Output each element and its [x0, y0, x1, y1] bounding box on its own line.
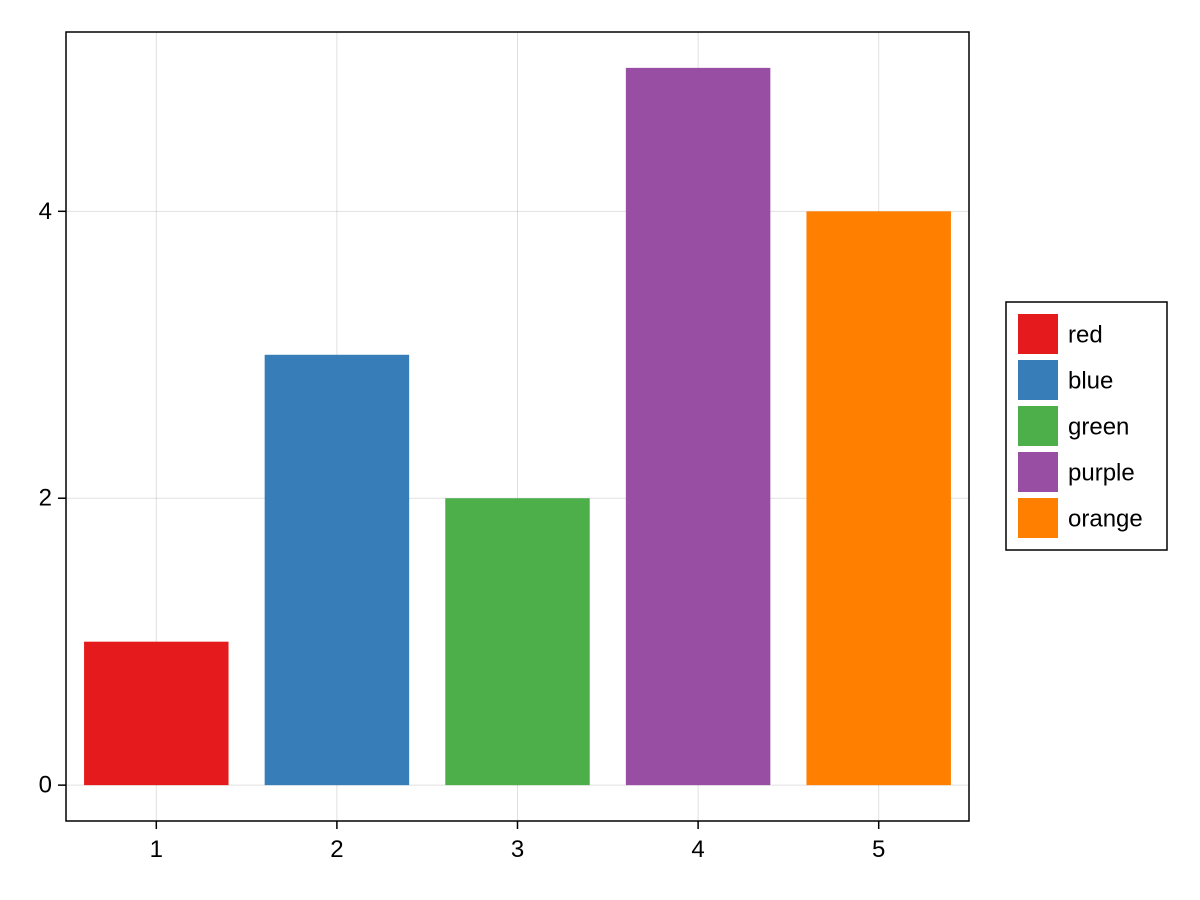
- y-tick-label: 4: [39, 198, 52, 225]
- y-tick-label: 2: [39, 485, 52, 512]
- x-tick-label: 2: [330, 836, 343, 863]
- legend-swatch-blue: [1018, 360, 1058, 400]
- x-tick-label: 5: [872, 836, 885, 863]
- y-tick-label: 0: [39, 772, 52, 799]
- legend-swatch-orange: [1018, 498, 1058, 538]
- legend-swatch-red: [1018, 314, 1058, 354]
- bars-group: [84, 67, 951, 786]
- legend-swatch-purple: [1018, 452, 1058, 492]
- legend-label-red: red: [1068, 322, 1103, 349]
- legend-label-orange: orange: [1068, 506, 1143, 533]
- x-axis: 1 2 3 4 5: [150, 821, 885, 863]
- bar-purple: [625, 67, 771, 786]
- legend-label-blue: blue: [1068, 368, 1113, 395]
- x-tick-label: 4: [691, 836, 704, 863]
- bar-red: [84, 641, 229, 786]
- x-tick-label: 1: [150, 836, 163, 863]
- x-tick-label: 3: [511, 836, 524, 863]
- legend-swatch-green: [1018, 406, 1058, 446]
- bar-blue: [264, 354, 410, 786]
- y-axis: 0 2 4: [39, 198, 66, 799]
- legend-label-green: green: [1068, 414, 1129, 441]
- legend: red blue green purple orange: [1005, 301, 1168, 551]
- bar-green: [445, 498, 590, 786]
- legend-label-purple: purple: [1068, 460, 1135, 487]
- bar-orange: [806, 211, 951, 786]
